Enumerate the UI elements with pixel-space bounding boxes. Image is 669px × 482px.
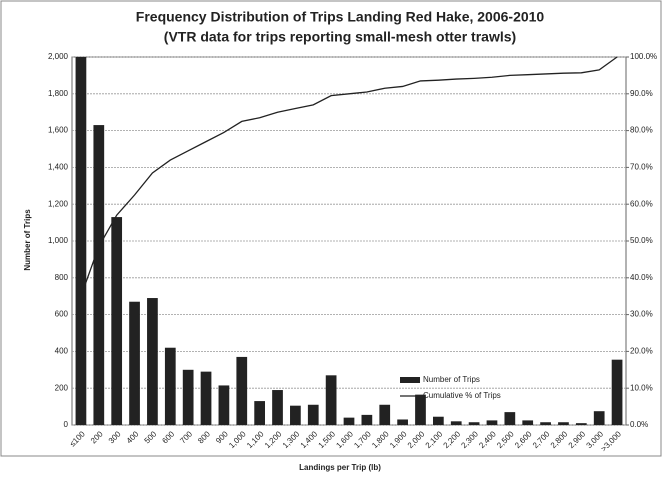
y2-tick-label: 80.0% [630, 126, 653, 135]
y2-tick-label: 40.0% [630, 273, 653, 282]
y-tick-label: 1,400 [48, 163, 69, 172]
y-axis-title: Number of Trips [23, 209, 32, 271]
bar [593, 411, 605, 425]
bar [540, 422, 551, 425]
cumulative-line [80, 56, 618, 297]
bar [93, 125, 105, 425]
bar [182, 369, 194, 425]
bar [129, 301, 140, 425]
y2-tick-label: 70.0% [630, 163, 653, 172]
y-tick-label: 2,000 [48, 52, 69, 61]
x-tick-label: 500 [143, 429, 159, 445]
y2-tick-label: 30.0% [630, 310, 653, 319]
x-tick-label: 200 [89, 429, 105, 445]
bar [432, 416, 444, 425]
x-tick-label: 2,000 [406, 429, 427, 450]
x-tick-label: ≤100 [68, 429, 87, 448]
x-tick-label: 800 [196, 429, 212, 445]
y-tick-label: 800 [55, 273, 69, 282]
legend: Number of Trips Cumulative % of Trips [400, 375, 501, 400]
x-tick-label: 2,800 [549, 429, 570, 450]
x-tick-label: >3,000 [599, 429, 623, 453]
x-tick-label: 1,700 [352, 429, 373, 450]
y2-tick-label: 0.0% [630, 420, 648, 429]
chart-frame [0, 0, 662, 457]
bar [236, 356, 248, 425]
x-tick-label: 300 [107, 429, 123, 445]
y2-tick-label: 50.0% [630, 236, 653, 245]
chart-title: Frequency Distribution of Trips Landing … [136, 9, 545, 25]
y2-tick-label: 100.0% [630, 52, 657, 61]
bar [361, 414, 373, 425]
bar [111, 217, 123, 425]
bar [379, 404, 391, 425]
bar [254, 401, 266, 425]
x-tick-label: 2,900 [567, 429, 588, 450]
bar [218, 385, 230, 425]
y-tick-label: 1,200 [48, 199, 69, 208]
y-tick-label: 200 [55, 383, 69, 392]
x-tick-label: 1,500 [317, 429, 338, 450]
x-tick-label: 2,300 [459, 429, 480, 450]
x-tick-label: 700 [178, 429, 194, 445]
bar [486, 420, 498, 425]
x-tick-label: 2,100 [424, 429, 445, 450]
x-tick-label: 1,400 [299, 429, 320, 450]
x-tick-label: 1,200 [263, 429, 284, 450]
legend-label: Number of Trips [423, 375, 480, 384]
bar [307, 404, 319, 425]
bar [504, 412, 516, 425]
bar [325, 375, 337, 425]
y-tick-label: 0 [64, 420, 69, 429]
y2-tick-label: 60.0% [630, 199, 653, 208]
x-tick-label: 1,900 [388, 429, 409, 450]
y2-tick-label: 20.0% [630, 347, 653, 356]
x-tick-label: 2,700 [531, 429, 552, 450]
x-tick-label: 2,600 [513, 429, 534, 450]
bar [200, 371, 212, 425]
y-tick-label: 1,000 [48, 236, 69, 245]
y2-tick-label: 90.0% [630, 89, 653, 98]
x-tick-label: 600 [160, 429, 176, 445]
bar [522, 420, 534, 425]
x-tick-label: 2,500 [495, 429, 516, 450]
bar [147, 298, 158, 425]
x-tick-label: 1,100 [245, 429, 266, 450]
y2-tick-label: 10.0% [630, 383, 653, 392]
y-tick-label: 1,800 [48, 89, 69, 98]
x-tick-label: 400 [125, 429, 141, 445]
x-tick-label: 1,600 [334, 429, 355, 450]
legend-swatch [400, 377, 420, 383]
bar [468, 422, 480, 425]
x-tick-label: 2,200 [442, 429, 463, 450]
chart-subtitle: (VTR data for trips reporting small-mesh… [164, 29, 516, 45]
y-tick-label: 600 [55, 310, 69, 319]
y-tick-label: 1,600 [48, 126, 69, 135]
x-tick-label: 2,400 [477, 429, 498, 450]
bar [450, 421, 462, 425]
x-tick-label: 1,000 [227, 429, 248, 450]
bar [343, 417, 355, 425]
bar [290, 405, 301, 425]
y-tick-label: 400 [55, 347, 69, 356]
bar [415, 394, 426, 425]
bar [575, 423, 587, 425]
x-axis-title: Landings per Trip (lb) [299, 463, 381, 472]
x-tick-label: 1,300 [281, 429, 302, 450]
bar [164, 347, 176, 425]
bar [272, 390, 283, 425]
bar [558, 422, 569, 425]
bar [75, 57, 87, 425]
legend-label: Cumulative % of Trips [423, 391, 501, 400]
bar [611, 359, 623, 425]
x-tick-label: 1,800 [370, 429, 391, 450]
bar [397, 419, 408, 425]
